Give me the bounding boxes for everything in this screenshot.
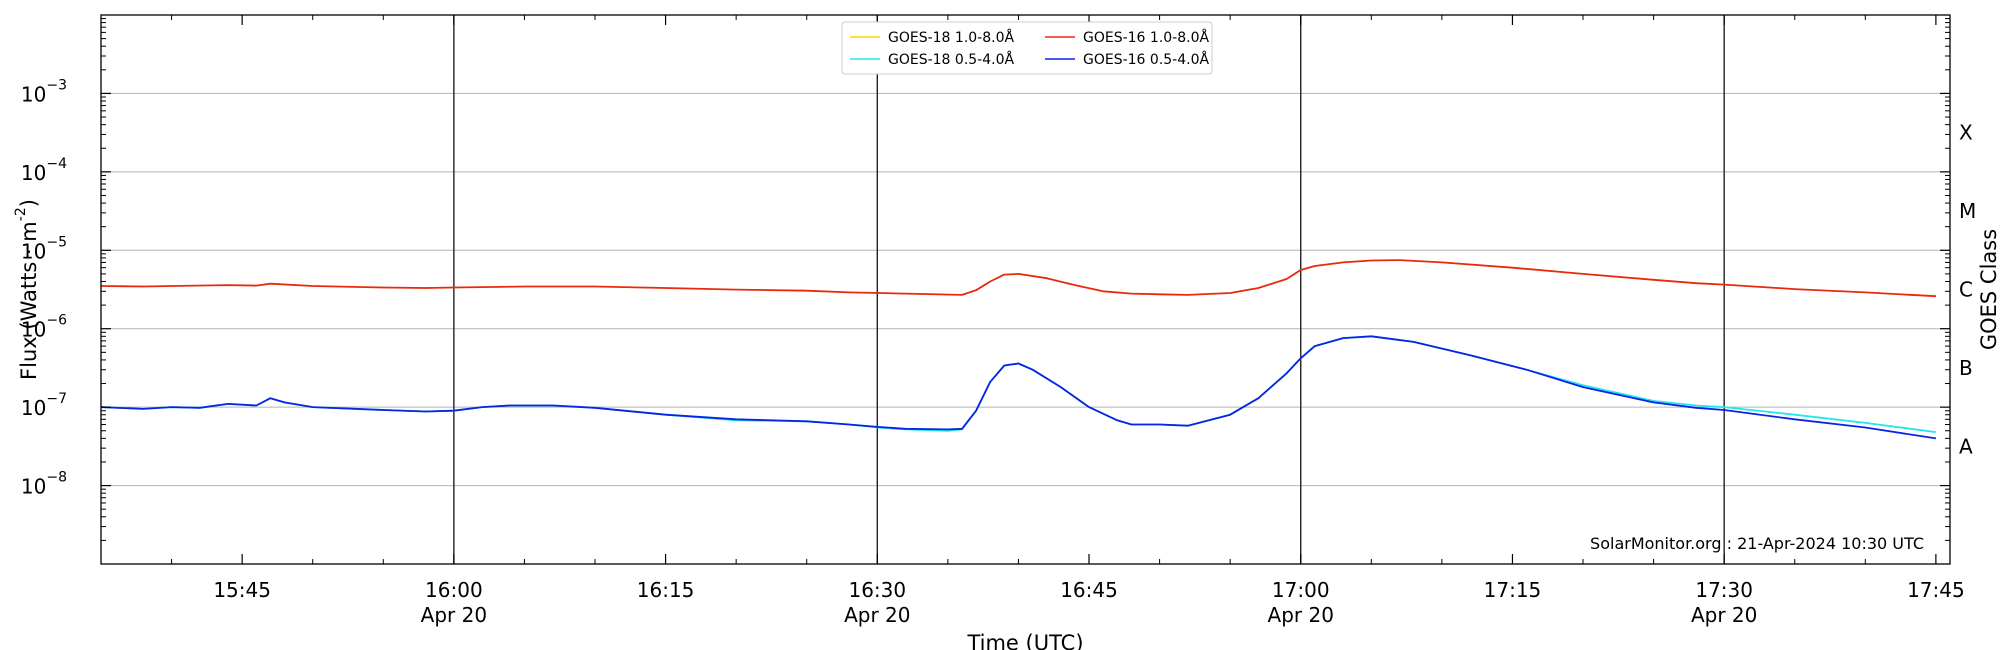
legend-label: GOES-16 0.5-4.0Å <box>1083 51 1209 68</box>
series-line-3 <box>100 335 1937 440</box>
y-tick-label-exponent: −6 <box>46 313 67 329</box>
series-line-1 <box>100 259 1936 298</box>
y-tick-label-exponent: −8 <box>46 470 67 486</box>
x-tick-label: 17:30 <box>1695 578 1753 602</box>
legend-label: GOES-18 0.5-4.0Å <box>888 51 1014 68</box>
x-tick-label: 17:45 <box>1907 578 1965 602</box>
legend-box <box>841 21 1213 75</box>
goes-class-label: C <box>1959 278 1973 302</box>
x-tick-label: 16:15 <box>637 578 695 602</box>
goes-class-label: M <box>1959 199 1976 223</box>
y-tick-label-exponent: −5 <box>46 234 67 250</box>
x-tick-label: 16:45 <box>1060 578 1118 602</box>
legend-label: GOES-18 1.0-8.0Å <box>888 29 1014 46</box>
x-tick-label: 17:00 <box>1272 578 1330 602</box>
goes-class-label: B <box>1959 356 1973 380</box>
grid-lines <box>101 92 1950 487</box>
y-tick-label-exponent: −4 <box>46 156 67 172</box>
x-tick-label: 16:00 <box>425 578 483 602</box>
day-vertical-lines <box>453 15 1725 564</box>
y-axis-title: Flux (Watts · m-2) <box>13 199 41 380</box>
goes-class-labels: A B C M X <box>1959 121 1976 459</box>
goes-class-label: A <box>1959 434 1973 458</box>
x-tick-label: 15:45 <box>213 578 271 602</box>
x-tick-date-label: Apr 20 <box>1268 603 1334 627</box>
y-axis-title-exponent: -2 <box>13 207 29 221</box>
x-tick-label: 17:15 <box>1484 578 1542 602</box>
legend: GOES-18 1.0-8.0Å GOES-18 0.5-4.0Å GOES-16 … <box>841 21 1213 75</box>
legend-label: GOES-16 1.0-8.0Å <box>1083 29 1209 46</box>
credit-text: SolarMonitor.org : 21-Apr-2024 10:30 UTC <box>1590 534 1924 553</box>
y-tick-label: 10−4 <box>21 156 67 185</box>
goes-class-label: X <box>1959 121 1973 145</box>
series-layer <box>100 259 1937 440</box>
x-tick-date-label: Apr 20 <box>421 603 487 627</box>
y-tick-label: 10−8 <box>21 470 67 499</box>
x-tick-date-label: Apr 20 <box>1691 603 1757 627</box>
x-tick-date-label: Apr 20 <box>844 603 910 627</box>
x-axis-title: Time (UTC) <box>966 631 1083 650</box>
goes-class-axis-title: GOES Class <box>1977 229 2000 350</box>
y-tick-label-exponent: −3 <box>46 77 67 93</box>
y-axis-title-close: ) <box>17 199 41 207</box>
y-tick-label-exponent: −7 <box>46 391 67 407</box>
plot-frame <box>100 14 1951 565</box>
x-tick-label: 16:30 <box>848 578 906 602</box>
